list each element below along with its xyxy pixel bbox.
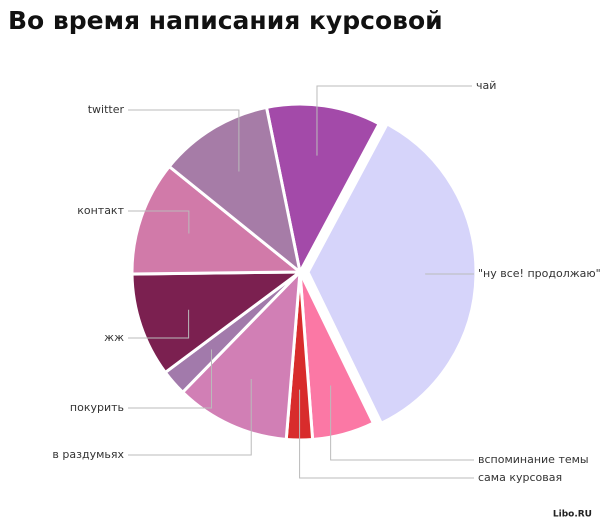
slice-label: вспоминание темы (478, 453, 589, 466)
pie-slice (167, 105, 303, 276)
credit: Libo.RU (553, 510, 592, 520)
pie-slice (130, 270, 305, 375)
leader-line (128, 109, 240, 172)
leader-line (128, 210, 190, 234)
slice-label: "ну все! продолжаю" (478, 267, 600, 280)
pie-slice (306, 121, 478, 426)
pie-slice (130, 164, 305, 276)
leader-line (128, 349, 213, 409)
slice-label: жж (104, 331, 124, 344)
leader-line (128, 379, 252, 456)
slice-label: чай (476, 79, 496, 92)
pie-slice (264, 102, 382, 277)
slice-label: контакт (77, 204, 124, 217)
slice-label: в раздумьях (52, 448, 124, 461)
chart-title: Во время написания курсовой (8, 6, 443, 35)
slice-label: сама курсовая (478, 471, 562, 484)
leader-line (316, 85, 472, 156)
leader-line (299, 389, 474, 479)
leader-line (330, 385, 474, 461)
slice-label: twitter (88, 103, 125, 116)
leader-line (128, 309, 190, 339)
slice-label: покурить (70, 401, 124, 414)
